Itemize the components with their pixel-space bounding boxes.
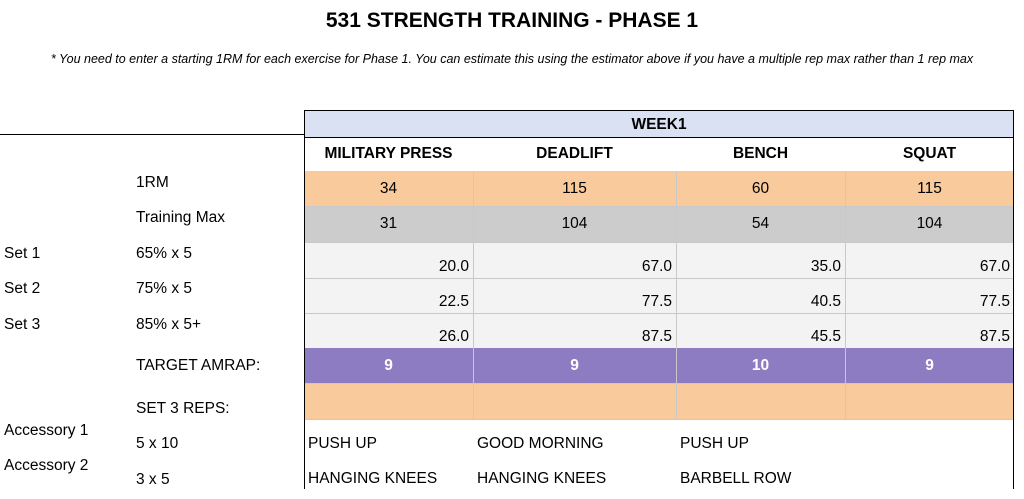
exercise-header-military-press: MILITARY PRESS [324, 145, 453, 162]
grid-divider [845, 383, 846, 419]
set2-weight-cell: 77.5 [845, 278, 1014, 313]
week-header-bottom-rule [304, 137, 1014, 138]
accessory2-cell[interactable]: HANGING KNEES [308, 470, 438, 487]
set1-weight-cell: 67.0 [845, 242, 1014, 278]
instruction-note: * You need to enter a starting 1RM for e… [50, 52, 974, 66]
table-border-top [304, 110, 1014, 111]
exercise-header-squat: SQUAT [902, 145, 957, 162]
training-max-cell: 104 [473, 206, 676, 242]
accessory1-cell[interactable]: PUSH UP [308, 435, 377, 452]
grid-divider [676, 171, 677, 383]
set1-weight-cell: 20.0 [304, 242, 473, 278]
accessory1-cell[interactable] [849, 435, 1014, 455]
set2-weight-cell: 22.5 [304, 278, 473, 313]
week-header: WEEK1 [304, 110, 1014, 138]
row-label-target-amrap: TARGET AMRAP: [136, 357, 261, 374]
row-label-1rm: 1RM [136, 174, 169, 191]
training-max-cell: 54 [676, 206, 845, 242]
set3-weight-cell: 45.5 [676, 313, 845, 348]
set2-weight-cell: 77.5 [473, 278, 676, 313]
training-max-cell: 104 [845, 206, 1014, 242]
row-label-set3-reps: SET 3 REPS: [136, 400, 230, 417]
accessory2-cell[interactable] [849, 470, 1014, 490]
grid-divider [304, 278, 1014, 279]
row-label-set2-scheme: 75% x 5 [136, 280, 193, 297]
row-label-set3-scheme: 85% x 5+ [136, 316, 202, 333]
grid-divider [304, 242, 1014, 243]
target-amrap-cell: 9 [304, 348, 473, 383]
table-border-left [304, 110, 305, 489]
row-label-accessory1-scheme: 5 x 10 [136, 435, 179, 452]
set3-reps-input[interactable] [676, 383, 845, 419]
grid-divider [304, 383, 1014, 384]
set3-reps-input[interactable] [473, 383, 676, 419]
row-label-set3-name: Set 3 [4, 316, 41, 333]
one-rm-cell[interactable]: 60 [676, 171, 845, 206]
grid-divider [304, 206, 1014, 207]
row-label-accessory2-name: Accessory 2 [4, 457, 89, 474]
row-label-set2-name: Set 2 [4, 280, 41, 297]
set3-weight-cell: 26.0 [304, 313, 473, 348]
training-max-cell: 31 [304, 206, 473, 242]
row-label-training-max: Training Max [136, 209, 226, 226]
set3-weight-cell: 87.5 [473, 313, 676, 348]
grid-divider [845, 171, 846, 383]
grid-divider [304, 419, 1014, 420]
target-amrap-cell: 9 [473, 348, 676, 383]
target-amrap-cell: 9 [845, 348, 1014, 383]
set3-reps-input[interactable] [304, 383, 473, 419]
row-label-accessory2-scheme: 3 x 5 [136, 471, 170, 488]
exercise-header-bench: BENCH [732, 145, 789, 162]
grid-divider [473, 171, 474, 383]
accessory1-cell[interactable]: PUSH UP [680, 435, 749, 452]
set1-weight-cell: 35.0 [676, 242, 845, 278]
one-rm-cell[interactable]: 115 [845, 171, 1014, 206]
accessory1-cell[interactable]: GOOD MORNING [477, 435, 604, 452]
row-label-set1-scheme: 65% x 5 [136, 245, 193, 262]
one-rm-cell[interactable]: 34 [304, 171, 473, 206]
set3-reps-input[interactable] [845, 383, 1014, 419]
accessory2-cell[interactable]: BARBELL ROW [680, 470, 792, 487]
table-top-rule [0, 134, 304, 135]
accessory2-cell[interactable]: HANGING KNEES [477, 470, 607, 487]
target-amrap-cell: 10 [676, 348, 845, 383]
grid-divider [304, 313, 1014, 314]
set1-weight-cell: 67.0 [473, 242, 676, 278]
one-rm-cell[interactable]: 115 [473, 171, 676, 206]
row-label-accessory1-name: Accessory 1 [4, 422, 89, 439]
table-border-right [1013, 110, 1014, 489]
set2-weight-cell: 40.5 [676, 278, 845, 313]
grid-divider [676, 383, 677, 419]
grid-divider [473, 383, 474, 419]
exercise-header-deadlift: DEADLIFT [536, 145, 613, 162]
set3-weight-cell: 87.5 [845, 313, 1014, 348]
row-label-set1-name: Set 1 [4, 245, 41, 262]
page-title: 531 STRENGTH TRAINING - PHASE 1 [325, 9, 699, 32]
